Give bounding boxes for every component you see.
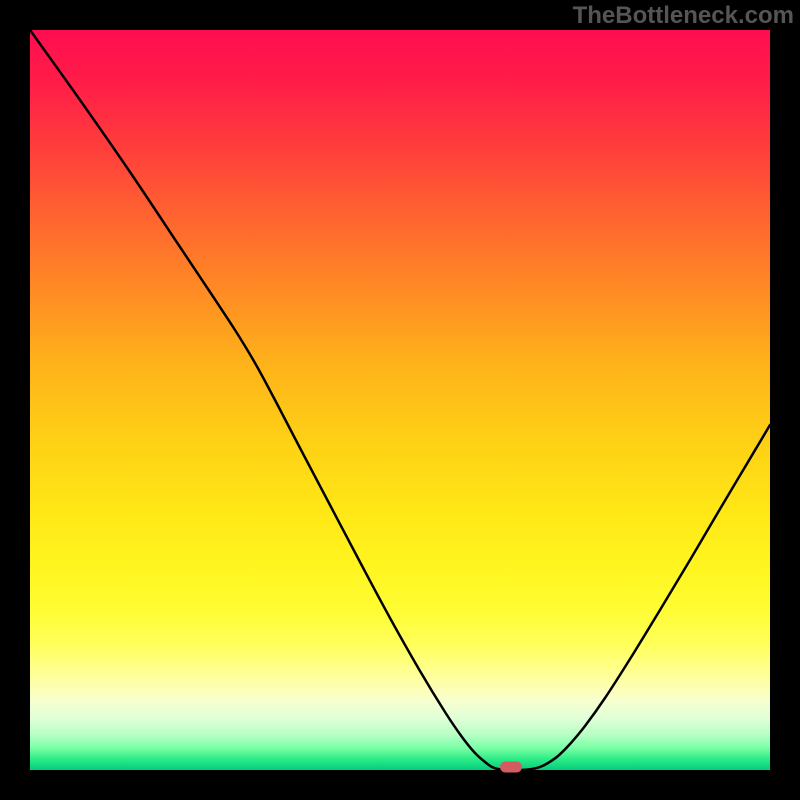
gradient-background (30, 30, 770, 770)
plot-svg (30, 30, 770, 770)
chart-container: TheBottleneck.com (0, 0, 800, 800)
watermark-text: TheBottleneck.com (573, 2, 794, 30)
optimal-marker (500, 762, 522, 773)
